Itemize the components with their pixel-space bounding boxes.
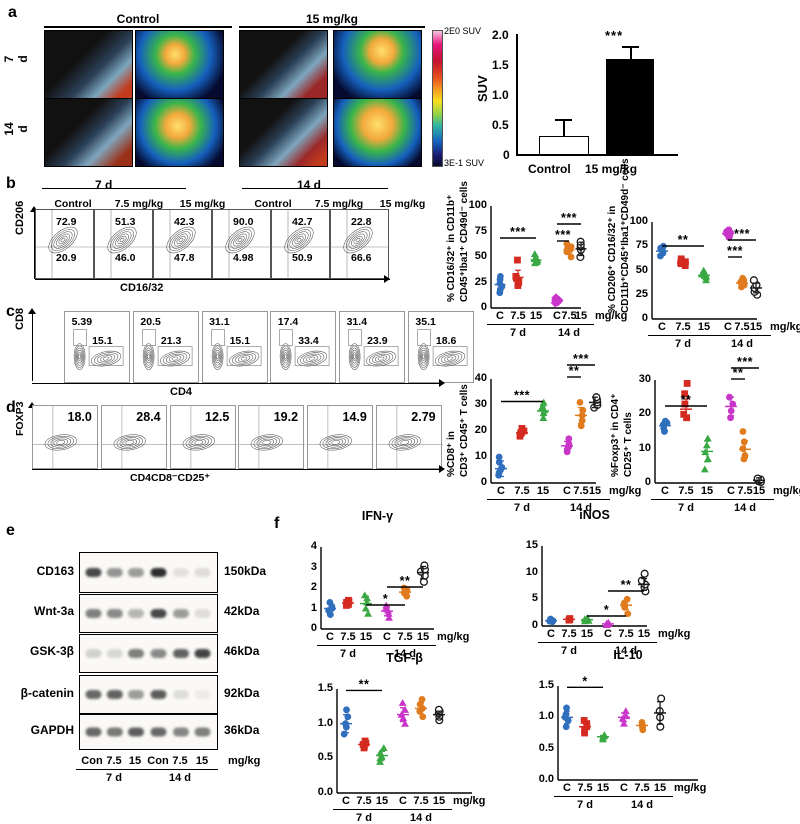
svg-text:**: **	[400, 574, 411, 588]
svg-text:**: **	[678, 233, 689, 247]
svg-text:*: *	[604, 603, 609, 617]
svg-text:**: **	[681, 393, 692, 407]
svg-text:**: **	[621, 578, 632, 592]
svg-text:**: **	[569, 364, 580, 378]
svg-text:***: ***	[510, 225, 526, 239]
svg-text:***: ***	[514, 389, 530, 403]
svg-text:**: **	[733, 366, 744, 380]
svg-text:*: *	[383, 592, 388, 606]
svg-text:***: ***	[561, 211, 577, 225]
svg-text:***: ***	[734, 227, 750, 241]
svg-text:***: ***	[727, 244, 743, 258]
svg-text:*: *	[582, 674, 587, 688]
svg-text:**: **	[359, 677, 370, 691]
svg-text:***: ***	[555, 228, 571, 242]
